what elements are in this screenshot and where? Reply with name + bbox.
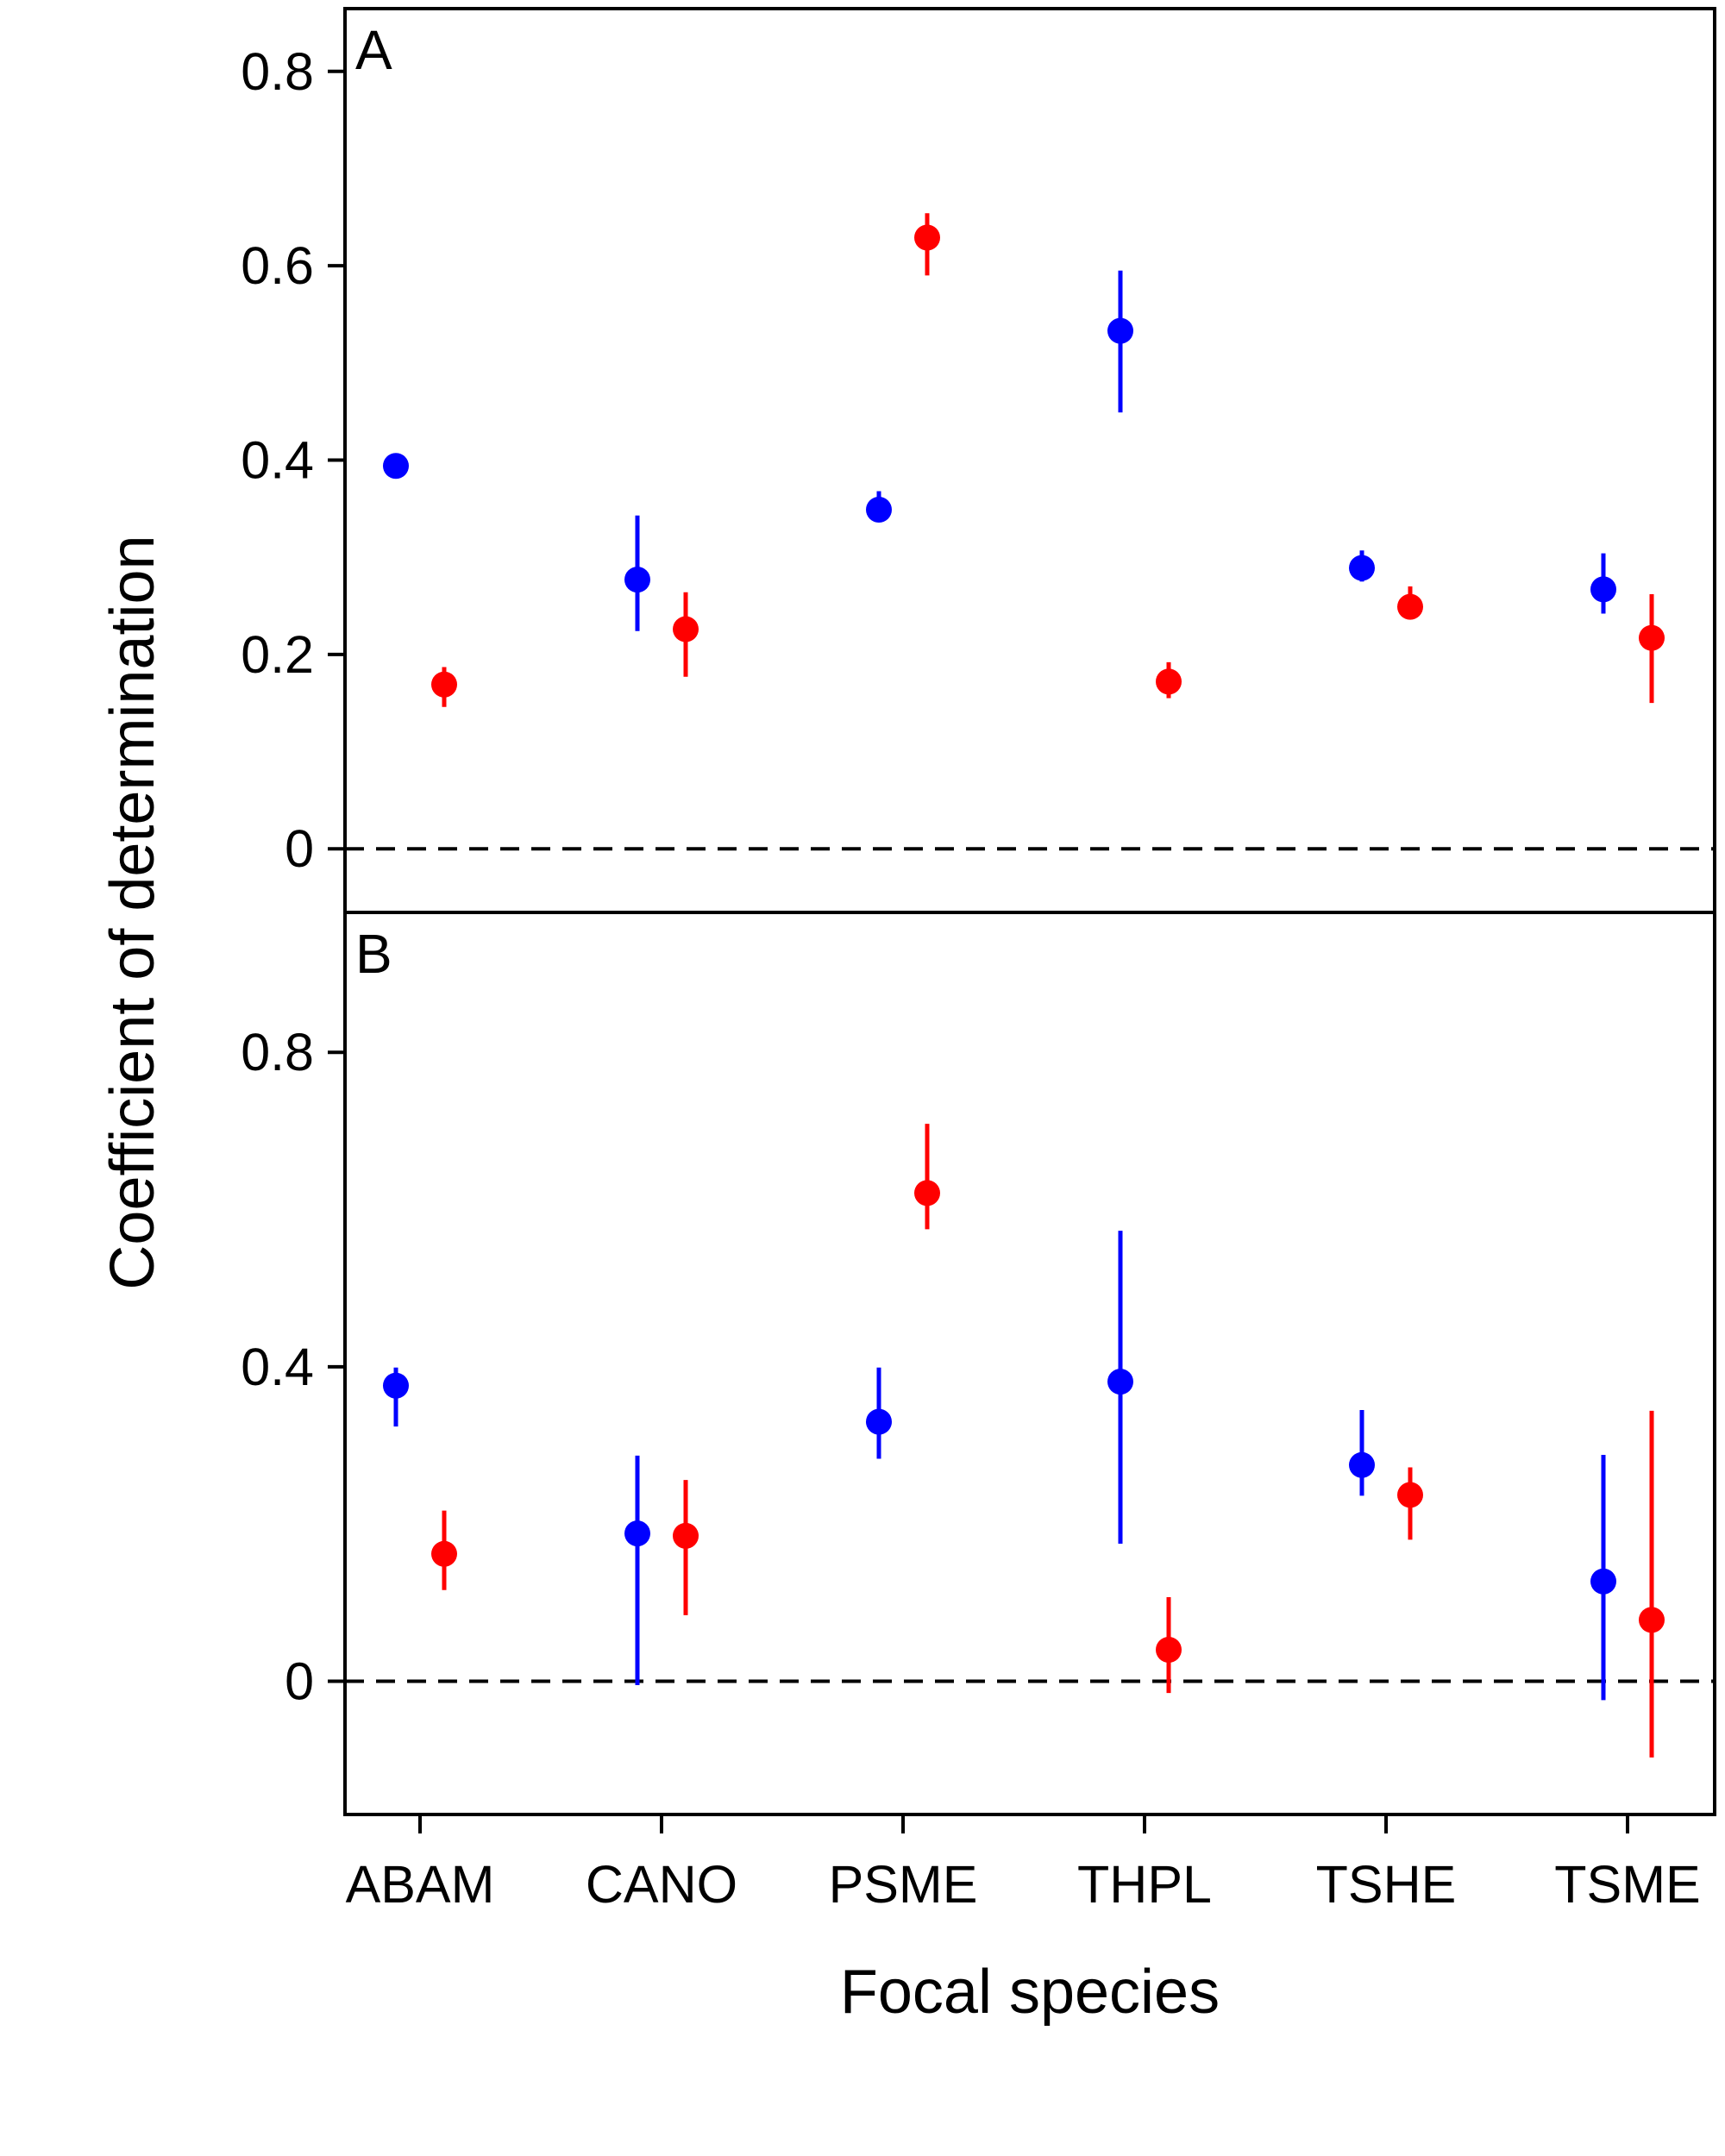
data-point — [1590, 1568, 1616, 1595]
panel-label-b: B — [355, 923, 392, 985]
data-point — [431, 1540, 457, 1567]
data-point — [914, 224, 940, 251]
x-tick-label: TSHE — [1316, 1855, 1457, 1914]
chart-text: 0 0.2 0.4 0.6 0.8 A 0 0.4 0.8 B ABAM CANO PSME THPL TS… — [98, 19, 1701, 2027]
x-tick-label: PSME — [829, 1855, 978, 1914]
data-point — [1590, 576, 1616, 603]
data-point — [1639, 1607, 1665, 1633]
data-point — [624, 1520, 650, 1547]
data-point — [383, 1372, 409, 1399]
y-tick-label: 0.4 — [241, 431, 314, 490]
data-point — [1107, 317, 1133, 344]
panel-label-a: A — [355, 19, 392, 81]
data-point — [1639, 624, 1665, 651]
data-point — [624, 567, 650, 593]
data-point — [673, 1522, 699, 1549]
data-point — [1397, 1482, 1423, 1508]
y-tick-label: 0.2 — [241, 625, 314, 684]
data-point — [1156, 668, 1182, 695]
x-tick-label: CANO — [586, 1855, 737, 1914]
x-tick-label: TSME — [1554, 1855, 1700, 1914]
axes — [328, 69, 1629, 1833]
y-tick-label: 0 — [285, 1651, 314, 1710]
y-tick-label: 0.6 — [241, 236, 314, 295]
y-tick-label: 0.8 — [241, 42, 314, 101]
panel-frame-a — [343, 7, 1716, 914]
x-axis-title: Focal species — [840, 1958, 1220, 2027]
data-point — [914, 1180, 940, 1206]
x-tick-label: ABAM — [346, 1855, 495, 1914]
y-tick-label: 0.4 — [241, 1338, 314, 1396]
data-point — [1156, 1637, 1182, 1664]
panel-frame-b — [343, 911, 1716, 1816]
data-point — [1397, 593, 1423, 620]
data-marks — [383, 213, 1665, 1758]
data-point — [431, 671, 457, 698]
data-point — [383, 453, 409, 479]
data-point — [1349, 1451, 1375, 1478]
zero-reference-lines — [345, 847, 1715, 1683]
panel-frames — [343, 7, 1716, 1816]
data-point — [1107, 1369, 1133, 1395]
data-point — [1349, 555, 1375, 581]
y-axis-title: Coefficient of determination — [98, 535, 167, 1289]
data-point — [866, 1408, 892, 1435]
data-point — [673, 616, 699, 642]
y-tick-label: 0.8 — [241, 1023, 314, 1081]
x-tick-label: THPL — [1077, 1855, 1212, 1914]
data-point — [866, 496, 892, 523]
y-tick-label: 0 — [285, 819, 314, 878]
